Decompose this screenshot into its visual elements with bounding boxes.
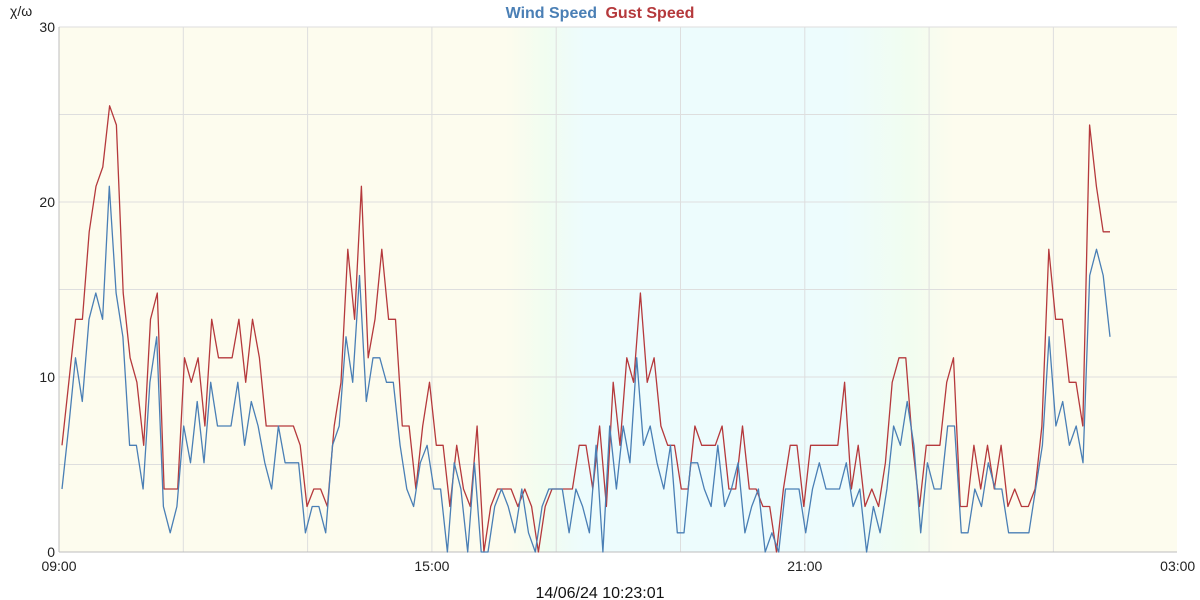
legend: Wind Speed Gust Speed <box>506 5 695 22</box>
legend-wind-speed: Wind Speed <box>506 5 597 22</box>
x-tick-label: 03:00 <box>1160 558 1195 574</box>
y-tick-label: 30 <box>39 19 55 35</box>
series-line-gust-speed <box>61 105 1110 553</box>
grid <box>59 26 1177 552</box>
y-tick-labels: 0 10 20 30 <box>39 19 55 560</box>
x-tick-label: 09:00 <box>41 558 76 574</box>
series-layer <box>61 105 1111 553</box>
x-tick-label: 21:00 <box>787 558 822 574</box>
x-tick-label: 15:00 <box>414 558 449 574</box>
y-tick-label: 0 <box>47 544 55 560</box>
y-tick-label: 20 <box>39 194 55 210</box>
y-axis-label: χ/ω <box>10 3 32 19</box>
y-tick-label: 10 <box>39 369 55 385</box>
timestamp: 14/06/24 10:23:01 <box>535 585 664 600</box>
series-line-wind-speed <box>61 185 1111 553</box>
legend-gust-speed: Gust Speed <box>605 5 694 22</box>
